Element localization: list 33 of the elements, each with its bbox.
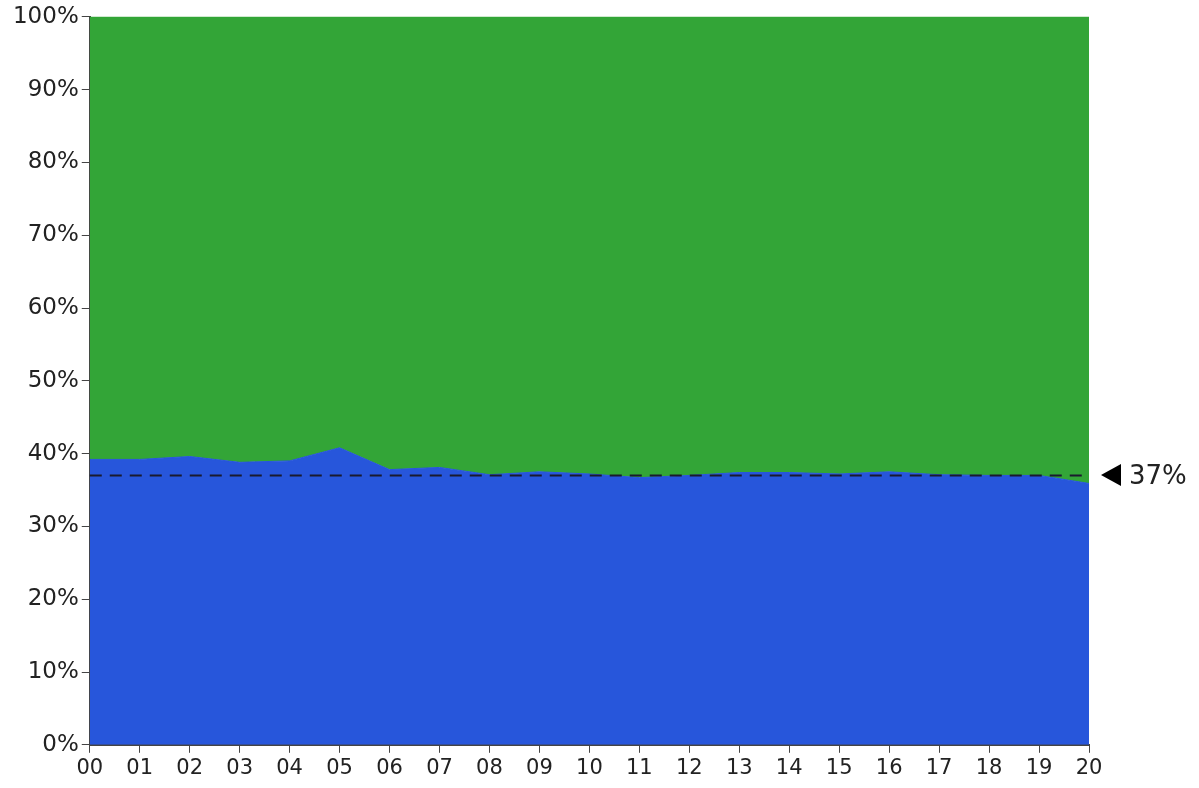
- x-tick-label: 05: [326, 754, 353, 779]
- x-tick-label: 02: [176, 754, 204, 779]
- x-tick-label: 07: [426, 754, 453, 779]
- x-tick-label: 11: [625, 754, 653, 779]
- y-tick-label: 50%: [27, 365, 79, 392]
- x-tick-label: 17: [925, 754, 953, 779]
- x-tick-label: 03: [226, 754, 254, 779]
- x-tick-label: 19: [1025, 754, 1053, 779]
- x-tick-label: 08: [476, 754, 503, 779]
- y-tick-label: 80%: [27, 147, 79, 174]
- x-tick-label: 13: [725, 754, 753, 779]
- y-tick-label: 60%: [27, 292, 79, 319]
- x-tick-label: 04: [276, 754, 303, 779]
- y-tick-label: 100%: [12, 1, 79, 28]
- x-tick-label: 16: [875, 754, 903, 779]
- y-tick-label: 30%: [27, 511, 79, 538]
- y-tick-label: 0%: [42, 729, 79, 756]
- x-tick-label: 14: [775, 754, 803, 779]
- x-tick-label: 09: [526, 754, 553, 779]
- y-tick-label: 70%: [27, 220, 79, 247]
- y-tick-label: 10%: [27, 656, 79, 683]
- x-tick-label: 01: [126, 754, 154, 779]
- y-tick-label: 90%: [27, 74, 79, 101]
- x-tick-label: 12: [675, 754, 703, 779]
- x-tick-label: 18: [975, 754, 1003, 779]
- x-tick-label: 06: [376, 754, 403, 779]
- y-tick-label: 20%: [27, 584, 79, 611]
- x-tick-label: 15: [825, 754, 853, 779]
- y-tick-label: 40%: [27, 438, 79, 465]
- x-tick-label: 00: [76, 754, 104, 779]
- ref-line-label: 37%: [1129, 460, 1187, 491]
- x-tick-label: 20: [1075, 754, 1103, 779]
- x-tick-label: 10: [576, 754, 603, 779]
